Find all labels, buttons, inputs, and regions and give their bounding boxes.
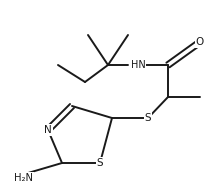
Text: O: O [196, 37, 204, 47]
Text: N: N [44, 125, 52, 135]
Text: S: S [145, 113, 151, 123]
Text: HN: HN [131, 60, 145, 70]
Text: H₂N: H₂N [14, 173, 33, 183]
Text: S: S [97, 158, 103, 168]
